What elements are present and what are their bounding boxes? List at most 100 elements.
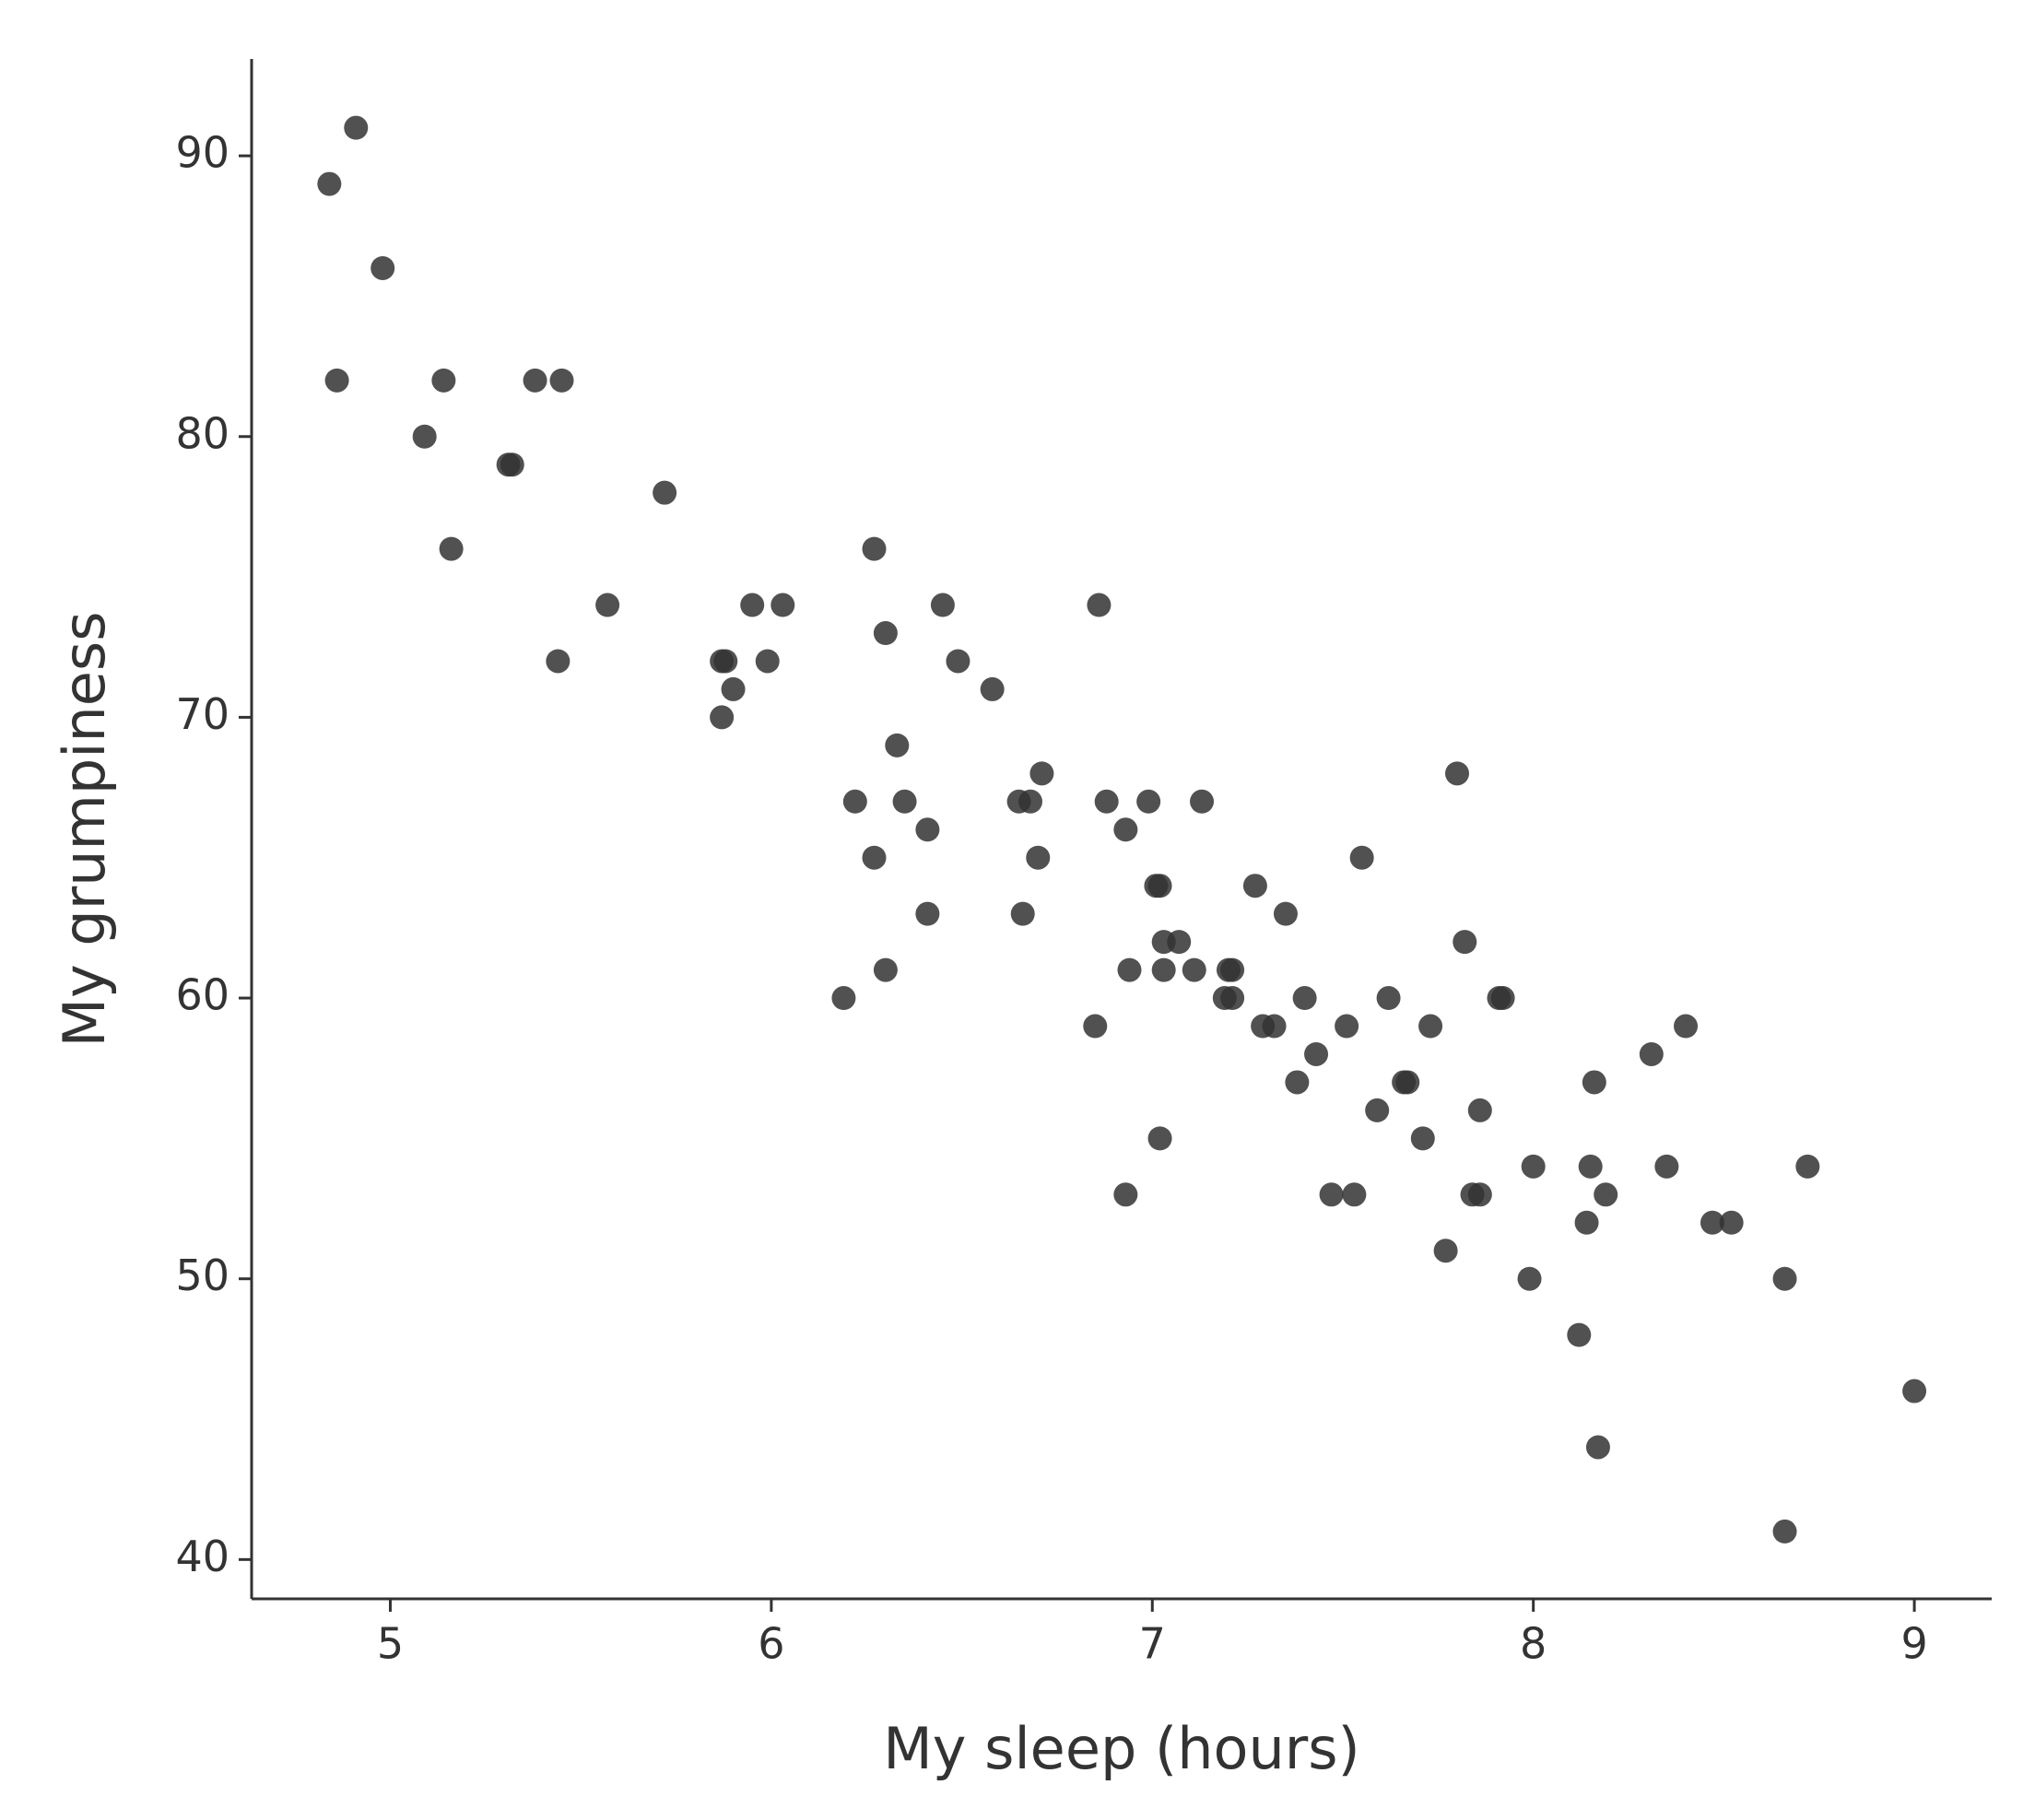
x-tick-label: 8 xyxy=(1520,1619,1547,1669)
point xyxy=(1395,1070,1420,1095)
x-axis-title: My sleep (hours) xyxy=(883,1715,1359,1782)
point xyxy=(862,845,887,870)
point xyxy=(1285,1070,1310,1095)
point xyxy=(915,901,940,926)
point xyxy=(1117,957,1142,982)
point xyxy=(1167,930,1192,955)
point xyxy=(1220,957,1245,982)
y-axis-title: My grumpiness xyxy=(51,611,118,1047)
point xyxy=(1582,1070,1606,1095)
point xyxy=(1147,874,1172,898)
point xyxy=(1444,761,1469,786)
point xyxy=(1772,1266,1797,1291)
point xyxy=(1578,1154,1603,1179)
point xyxy=(1242,874,1267,898)
point xyxy=(1342,1182,1367,1207)
point xyxy=(1190,789,1215,814)
y-tick-label: 40 xyxy=(175,1532,229,1581)
point xyxy=(1029,761,1054,786)
point xyxy=(344,115,369,140)
point xyxy=(1585,1435,1610,1460)
point xyxy=(1490,986,1515,1011)
point xyxy=(740,593,765,617)
point xyxy=(930,593,955,617)
point xyxy=(873,957,898,982)
point xyxy=(1304,1041,1329,1066)
point xyxy=(892,789,917,814)
point xyxy=(1087,593,1112,617)
point xyxy=(1574,1210,1599,1235)
point xyxy=(324,368,349,393)
point xyxy=(1026,845,1051,870)
x-tick-label: 6 xyxy=(758,1619,784,1669)
point xyxy=(1567,1322,1592,1347)
point xyxy=(1010,901,1035,926)
point xyxy=(1674,1014,1699,1039)
x-tick-label: 9 xyxy=(1900,1619,1927,1669)
point xyxy=(1151,957,1176,982)
point xyxy=(1467,1098,1492,1122)
point xyxy=(755,649,780,674)
point xyxy=(1136,789,1161,814)
x-tick-label: 7 xyxy=(1139,1619,1166,1669)
point xyxy=(721,676,746,701)
point xyxy=(873,621,898,646)
y-tick-label: 70 xyxy=(175,689,229,739)
x-tick-label: 5 xyxy=(377,1619,404,1669)
point xyxy=(1335,1014,1359,1039)
point xyxy=(500,452,524,477)
point xyxy=(915,817,940,842)
point xyxy=(1365,1098,1390,1122)
point xyxy=(1147,1126,1172,1151)
point xyxy=(1094,789,1119,814)
point xyxy=(770,593,795,617)
point xyxy=(1018,789,1042,814)
point xyxy=(1467,1182,1492,1207)
point xyxy=(1654,1154,1679,1179)
point xyxy=(862,536,887,561)
point xyxy=(1639,1041,1664,1066)
point xyxy=(1418,1014,1443,1039)
point xyxy=(1700,1210,1724,1235)
point xyxy=(980,676,1005,701)
y-tick-label: 90 xyxy=(175,128,229,178)
point xyxy=(713,649,738,674)
point xyxy=(1521,1154,1546,1179)
point xyxy=(317,171,342,196)
point xyxy=(371,255,395,280)
point xyxy=(1220,986,1245,1011)
point xyxy=(1182,957,1206,982)
point xyxy=(412,424,437,449)
point xyxy=(431,368,456,393)
point xyxy=(1594,1182,1618,1207)
point xyxy=(1113,1182,1138,1207)
point xyxy=(1083,1014,1108,1039)
point xyxy=(1772,1519,1797,1544)
y-tick-label: 50 xyxy=(175,1251,229,1300)
point xyxy=(1292,986,1317,1011)
point xyxy=(439,536,464,561)
point xyxy=(595,593,620,617)
point xyxy=(1113,817,1138,842)
point xyxy=(549,368,574,393)
point xyxy=(1902,1379,1927,1403)
point xyxy=(946,649,970,674)
point xyxy=(523,368,547,393)
point xyxy=(831,986,856,1011)
point xyxy=(1319,1182,1344,1207)
point xyxy=(710,705,735,730)
point xyxy=(1262,1014,1287,1039)
point xyxy=(1273,901,1298,926)
point xyxy=(1410,1126,1435,1151)
point xyxy=(1376,986,1401,1011)
point xyxy=(1433,1239,1458,1263)
point xyxy=(653,480,677,505)
y-tick-label: 60 xyxy=(175,970,229,1020)
point xyxy=(1349,845,1374,870)
point xyxy=(885,733,910,757)
point xyxy=(1795,1154,1820,1179)
point xyxy=(1453,930,1477,955)
point xyxy=(546,649,571,674)
